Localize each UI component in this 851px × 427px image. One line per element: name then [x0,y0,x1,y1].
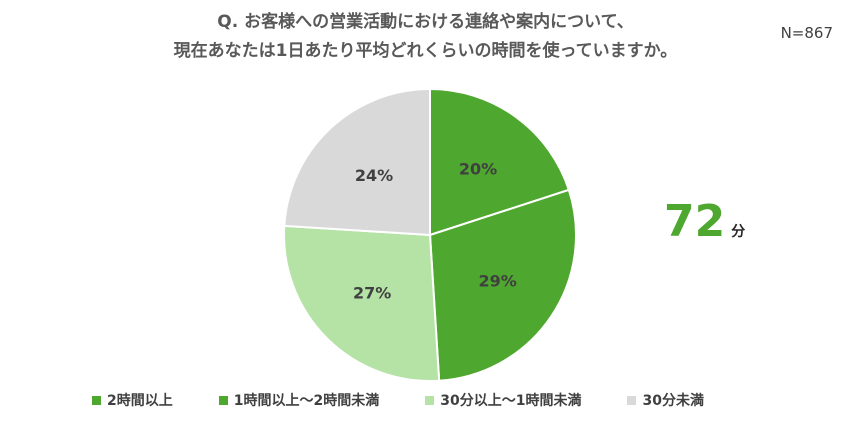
question-title: Q. お客様への営業活動における連絡や案内について、 現在あなたは1日あたり平均… [0,8,851,66]
pie-slice-4 [283,87,431,237]
pie-slice-label-1: 20% [459,159,497,178]
legend-item-2: 1時間以上～2時間未満 [218,390,380,410]
average-time-value: 72 [664,196,726,247]
legend-label-4: 30分未満 [642,393,704,409]
legend-label-1: 2時間以上 [107,393,173,409]
pie-slice-label-2: 29% [478,271,516,290]
legend-item-3: 30分以上～1時間未満 [425,390,581,410]
legend-swatch-4 [627,395,637,405]
legend-label-2: 1時間以上～2時間未満 [233,393,380,409]
average-time: 72 分 [664,196,745,247]
legend-swatch-3 [425,395,435,405]
average-time-unit: 分 [731,224,746,240]
legend-swatch-2 [218,395,228,405]
question-line-1: Q. お客様への営業活動における連絡や案内について、 [217,12,634,32]
pie-slice-label-3: 27% [353,283,391,302]
chart-legend: 2時間以上 1時間以上～2時間未満 30分以上～1時間未満 30分未満 [92,388,704,412]
pie-slice-2 [428,188,577,382]
legend-label-3: 30分以上～1時間未満 [440,393,582,409]
legend-item-4: 30分未満 [627,390,704,410]
legend-swatch-1 [92,395,101,405]
legend-item-1: 2時間以上 [92,390,173,410]
question-line-2: 現在あなたは1日あたり平均どれくらいの時間を使っていますか。 [173,41,678,61]
pie-slice-label-4: 24% [355,166,393,185]
sample-size-label: N=867 [780,24,833,42]
pie-slice-3 [283,224,441,382]
pie-slice-1 [429,87,571,237]
